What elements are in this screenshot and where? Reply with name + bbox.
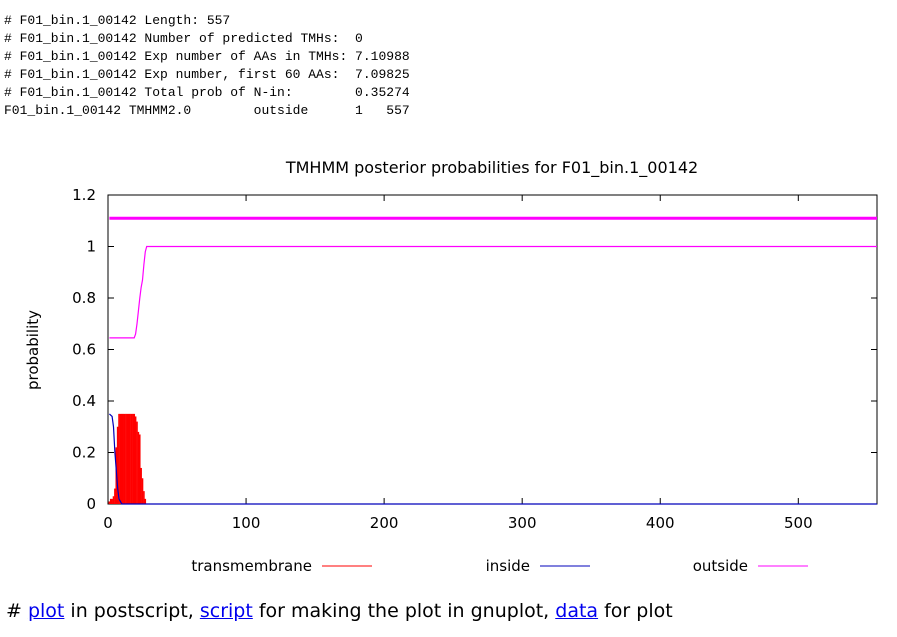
impulse-transmembrane [132, 413, 134, 504]
impulse-transmembrane [141, 478, 144, 504]
x-tick-label: 0 [103, 514, 113, 532]
summary-line: # F01_bin.1_00142 Number of predicted TM… [4, 31, 363, 46]
impulse-transmembrane [136, 421, 138, 504]
impulse-transmembrane [112, 496, 115, 504]
legend-label-inside: inside [486, 557, 530, 575]
download-links: # plot in postscript, script for making … [6, 600, 673, 622]
impulse-transmembrane [123, 413, 126, 504]
impulse-transmembrane [129, 413, 131, 504]
impulse-transmembrane [111, 498, 113, 504]
impulse-transmembrane [125, 413, 127, 504]
impulse-transmembrane [126, 413, 129, 504]
impulse-transmembrane [138, 434, 141, 504]
impulse-transmembrane [140, 467, 142, 504]
legend-label-outside: outside [693, 557, 748, 575]
prediction-summary: # F01_bin.1_00142 Length: 557 # F01_bin.… [4, 12, 410, 120]
series-line-outside [109, 245, 877, 339]
y-tick-label: 0 [86, 495, 96, 513]
y-tick-label: 0.4 [72, 392, 96, 410]
impulse-transmembrane [127, 413, 130, 504]
y-tick-label: 1.2 [72, 186, 96, 204]
impulse-transmembrane [130, 413, 133, 504]
x-tick-label: 400 [646, 514, 675, 532]
summary-line: # F01_bin.1_00142 Total prob of N-in: 0.… [4, 85, 410, 100]
summary-line: # F01_bin.1_00142 Exp number of AAs in T… [4, 49, 410, 64]
impulse-transmembrane [133, 413, 136, 504]
impulse-transmembrane [108, 501, 111, 504]
y-axis-label: probability [24, 310, 42, 390]
summary-line: # F01_bin.1_00142 Exp number, first 60 A… [4, 67, 410, 82]
y-tick-label: 0.8 [72, 289, 96, 307]
series-line-inside [108, 413, 877, 505]
x-tick-label: 100 [232, 514, 261, 532]
plot-area: 0 0.2 0.4 0.6 0.8 1 1.2 0 100 200 300 400 500 [72, 186, 878, 532]
chart-title: TMHMM posterior probabilities for F01_bi… [285, 158, 698, 178]
impulse-transmembrane [137, 431, 140, 504]
x-tick-label: 300 [508, 514, 537, 532]
plot-postscript-link[interactable]: plot [27, 600, 65, 622]
impulse-transmembrane [116, 426, 119, 504]
y-tick-label: 1 [86, 238, 96, 256]
plot-frame [107, 194, 878, 505]
footer-text: for plot [598, 600, 673, 622]
impulse-transmembrane [143, 491, 145, 504]
posterior-probability-chart: TMHMM posterior probabilities for F01_bi… [24, 158, 878, 575]
impulse-transmembrane [134, 416, 137, 504]
gnuplot-script-link[interactable]: script [199, 600, 253, 622]
x-tick-label: 200 [370, 514, 399, 532]
impulse-transmembrane [119, 413, 122, 504]
legend-label-transmembrane: transmembrane [191, 557, 312, 575]
impulse-transmembrane [109, 498, 112, 504]
y-tick-label: 0.6 [72, 341, 96, 359]
summary-line: # F01_bin.1_00142 Length: 557 [4, 13, 231, 28]
footer-text: for making the plot in gnuplot, [252, 600, 556, 622]
impulse-transmembrane [122, 413, 124, 504]
footer-text: in postscript, [64, 600, 200, 622]
impulse-transmembrane [118, 413, 120, 504]
footer-hash: # [6, 600, 28, 622]
y-tick-label: 0.2 [72, 444, 96, 462]
x-tick-label: 500 [784, 514, 813, 532]
impulse-transmembrane [114, 488, 116, 504]
impulse-transmembrane [121, 413, 123, 504]
legend: transmembrane inside outside [191, 557, 808, 575]
plot-data-link[interactable]: data [555, 600, 599, 622]
summary-line: F01_bin.1_00142 TMHMM2.0 outside 1 557 [4, 103, 410, 118]
impulse-transmembrane [144, 498, 147, 504]
